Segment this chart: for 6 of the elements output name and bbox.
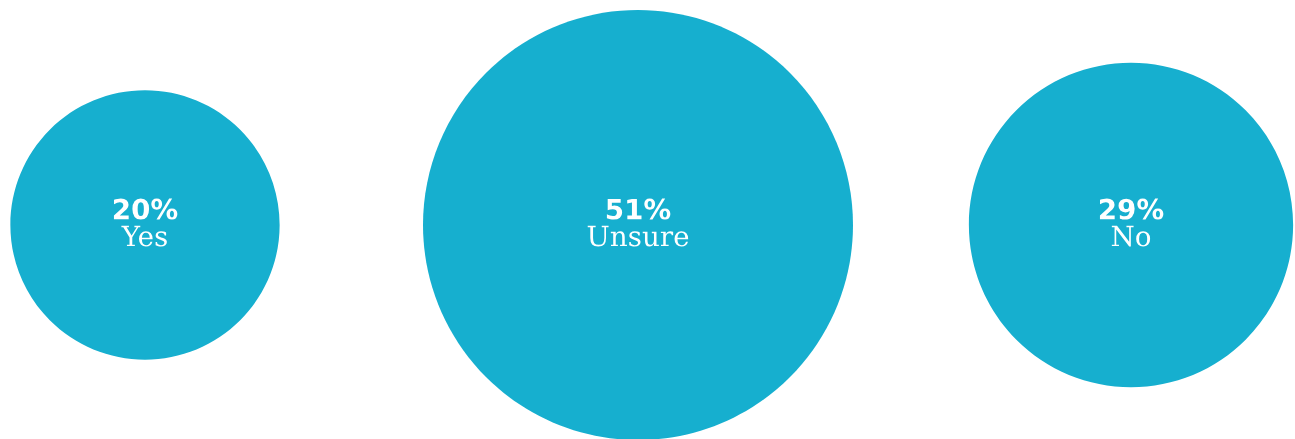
data-label: 29% — [1099, 198, 1164, 220]
data-label: 20% — [113, 198, 178, 220]
category-label: No — [1111, 225, 1151, 247]
category-label: Unsure — [587, 225, 689, 247]
category-label: Yes — [121, 225, 167, 247]
data-label: 51% — [606, 198, 671, 220]
